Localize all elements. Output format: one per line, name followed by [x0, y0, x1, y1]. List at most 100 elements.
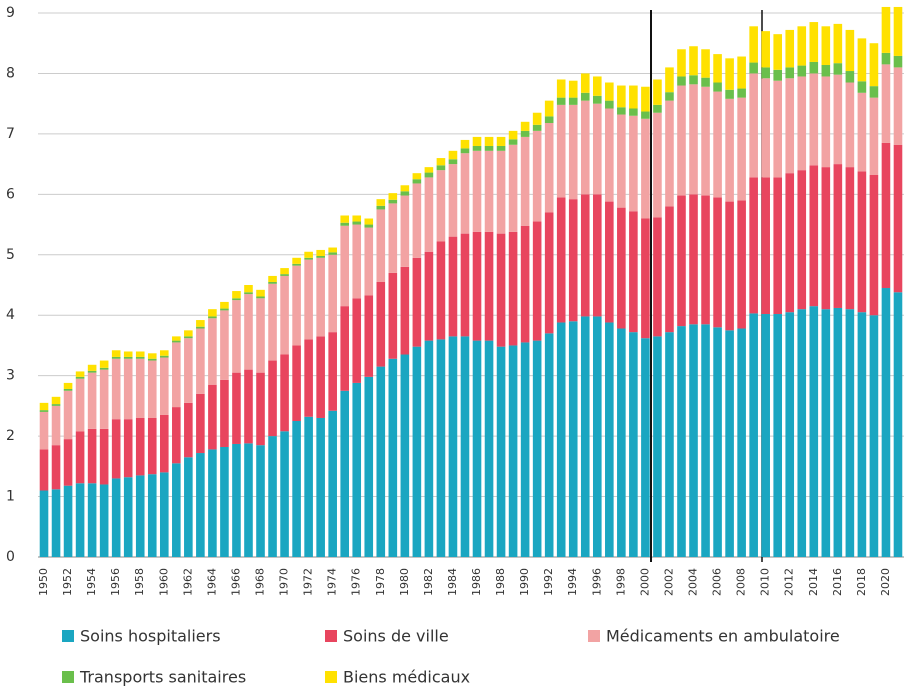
- bar-segment: [448, 236, 458, 337]
- y-tick-label: 1: [6, 489, 15, 505]
- bar-segment: [256, 445, 265, 557]
- bar-segment: [893, 55, 903, 68]
- bar-segment: [388, 199, 398, 204]
- bar-segment: [111, 419, 121, 479]
- bar-segment: [436, 241, 446, 340]
- x-tick-label: 1988: [494, 568, 507, 596]
- bar-segment: [424, 340, 434, 557]
- bar-segment: [184, 336, 193, 339]
- bar-segment: [881, 142, 891, 289]
- bar-segment: [172, 407, 181, 464]
- bar-segment: [845, 71, 855, 83]
- bar-segment: [400, 185, 410, 192]
- x-tick-label: 1974: [326, 568, 339, 596]
- bar-segment: [376, 366, 386, 557]
- bar-segment: [39, 402, 49, 411]
- bar-segment: [208, 316, 217, 319]
- x-tick-label: 2004: [687, 568, 700, 596]
- legend-swatch: [62, 630, 74, 642]
- bar-segment: [244, 294, 253, 370]
- bar-segment: [460, 139, 470, 149]
- bar-segment: [220, 379, 229, 447]
- bar-segment: [785, 173, 795, 313]
- bar-segment: [172, 340, 181, 343]
- bar-segment: [172, 336, 181, 341]
- bar-segment: [592, 194, 602, 317]
- bar-segment: [833, 74, 843, 165]
- bar-segment: [340, 225, 350, 307]
- bar-segment: [689, 324, 698, 557]
- bar-segment: [508, 139, 518, 145]
- bar-segment: [689, 75, 698, 85]
- bar-segment: [857, 171, 867, 313]
- x-tick-label: 2006: [711, 568, 724, 596]
- bar-segment: [785, 67, 795, 79]
- bar-segment: [605, 322, 614, 557]
- bar-segment: [556, 79, 566, 98]
- legend-label: Soins hospitaliers: [80, 627, 221, 646]
- bar-segment: [653, 79, 662, 105]
- y-tick-label: 0: [6, 549, 15, 565]
- bar-segment: [196, 393, 205, 454]
- bar-segment: [280, 275, 289, 355]
- bar-segment: [436, 170, 446, 242]
- legend-swatch: [325, 630, 337, 642]
- x-tick-label: 2016: [831, 568, 844, 596]
- bar-segment: [268, 283, 277, 361]
- bar-segment: [87, 372, 97, 429]
- bar-segment: [436, 165, 446, 171]
- bar-segment: [532, 130, 542, 222]
- bar-segment: [881, 6, 891, 53]
- bar-segment: [629, 211, 638, 333]
- bar-segment: [532, 112, 542, 125]
- x-tick-label: 1996: [590, 568, 603, 596]
- x-tick-label: 2014: [807, 568, 820, 596]
- bar-segment: [208, 384, 217, 450]
- bar-segment: [448, 336, 458, 557]
- bar-segment: [292, 345, 301, 421]
- bar-segment: [725, 201, 734, 331]
- bar-segment: [893, 144, 903, 293]
- bar-segment: [159, 472, 169, 557]
- bar-segment: [388, 203, 398, 273]
- bar-segment: [135, 417, 145, 476]
- bar-segment: [737, 56, 746, 89]
- x-tick-label: 1952: [61, 568, 74, 596]
- bar-segment: [484, 145, 494, 151]
- bar-segment: [520, 121, 530, 131]
- x-tick-label: 1972: [302, 568, 315, 596]
- x-tick-label: 2008: [735, 568, 748, 596]
- bar-segment: [761, 67, 770, 79]
- bar-segment: [196, 320, 205, 327]
- x-tick-label: 1976: [350, 568, 363, 596]
- y-tick-label: 8: [6, 65, 15, 81]
- bar-segment: [653, 104, 662, 113]
- bar-segment: [520, 342, 530, 557]
- bar-segment: [220, 446, 229, 557]
- bar-segment: [797, 309, 807, 557]
- bar-segment: [364, 224, 374, 228]
- bar-segment: [725, 330, 734, 557]
- bar-segment: [51, 396, 61, 405]
- bar-segment: [328, 247, 337, 253]
- bar-segment: [641, 86, 650, 112]
- x-tick-label: 1966: [229, 568, 242, 596]
- bar-segment: [87, 364, 97, 371]
- bar-segment: [352, 224, 362, 299]
- bar-segment: [761, 314, 770, 557]
- bar-segment: [280, 354, 289, 432]
- bar-segment: [448, 164, 458, 237]
- bar-segment: [123, 358, 133, 420]
- bar-segment: [893, 67, 903, 145]
- bar-segment: [737, 97, 746, 201]
- bar-segment: [677, 326, 686, 557]
- x-tick-label: 1956: [109, 568, 122, 596]
- bar-segment: [580, 73, 590, 93]
- bar-segment: [268, 436, 277, 557]
- bar-segment: [508, 144, 518, 232]
- bar-segment: [809, 165, 819, 307]
- bar-segment: [857, 312, 867, 557]
- bar-segment: [268, 281, 277, 284]
- bar-segment: [220, 301, 229, 309]
- bar-segment: [520, 136, 530, 226]
